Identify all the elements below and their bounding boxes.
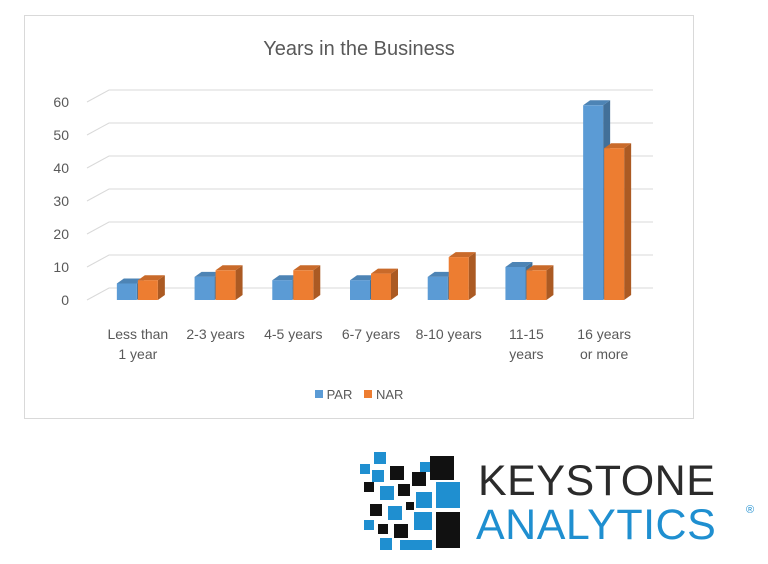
x-category-label: 2-3 years: [176, 324, 256, 344]
x-category-label-line: 16 years: [577, 326, 631, 342]
y-tick-label: 40: [53, 160, 69, 176]
x-category-label-line: 2-3 years: [186, 326, 245, 342]
x-category-label-line: Less than: [107, 326, 169, 342]
chart-plot: 0 10 20 30 40 50 60: [53, 89, 653, 308]
legend-item-nar: NAR: [363, 386, 404, 402]
bar-nar-2: [293, 265, 321, 300]
y-tick-label: 50: [53, 127, 69, 143]
gridline-60: [86, 89, 653, 103]
y-tick-label: 0: [61, 292, 69, 308]
x-category-label: 11-15 years: [486, 324, 566, 364]
x-category-label-line: years: [509, 346, 544, 362]
gridline-10: [86, 254, 653, 268]
x-category-label: 4-5 years: [253, 324, 333, 344]
x-category-label-line: 6-7 years: [341, 326, 401, 342]
legend-label-par: PAR: [326, 386, 353, 402]
x-category-label-line: 1 year: [118, 346, 158, 362]
logo-text-keystone: KEYSTONE: [478, 457, 716, 505]
bar-nar-5: [526, 265, 554, 300]
x-category-label-line: 8-10 years: [415, 326, 482, 342]
registered-mark: ®: [746, 504, 755, 516]
legend-swatch-par: [314, 390, 323, 398]
chart-frame: 0 10 20 30 40 50 60 Years in the Business Less…: [24, 15, 694, 419]
bar-nar-6: [604, 143, 632, 300]
y-tick-label: 20: [53, 226, 69, 242]
y-tick-label: 10: [53, 259, 69, 275]
x-category-label: 8-10 years: [409, 324, 489, 344]
bar-nar-0: [137, 275, 165, 300]
gridline-40: [86, 155, 653, 169]
x-category-label-line: 4-5 years: [264, 326, 323, 342]
x-category-label: 16 years or more: [564, 324, 644, 364]
legend-swatch-nar: [363, 390, 372, 398]
x-category-label: Less than 1 year: [98, 324, 178, 364]
chart-title: Years in the Business: [263, 38, 455, 60]
y-tick-label: 60: [53, 94, 69, 110]
gridline-20: [86, 221, 653, 235]
x-category-label-line: or more: [580, 346, 629, 362]
x-category-label-line: 11-15: [509, 326, 544, 342]
logo-mark-icon: [360, 452, 460, 550]
legend-item-par: PAR: [314, 386, 353, 402]
keystone-analytics-logo: KEYSTONE ANALYTICS ®: [360, 452, 760, 552]
legend: PAR NAR: [25, 386, 693, 402]
y-tick-label: 30: [53, 193, 69, 209]
legend-label-nar: NAR: [375, 386, 404, 402]
gridline-50: [86, 122, 653, 136]
logo-text-analytics: ANALYTICS: [476, 501, 717, 549]
bar-nar-1: [215, 265, 243, 300]
x-category-label: 6-7 years: [331, 324, 411, 344]
gridline-30: [86, 188, 653, 202]
bar-nar-3: [371, 268, 398, 300]
bar-nar-4: [448, 252, 476, 300]
